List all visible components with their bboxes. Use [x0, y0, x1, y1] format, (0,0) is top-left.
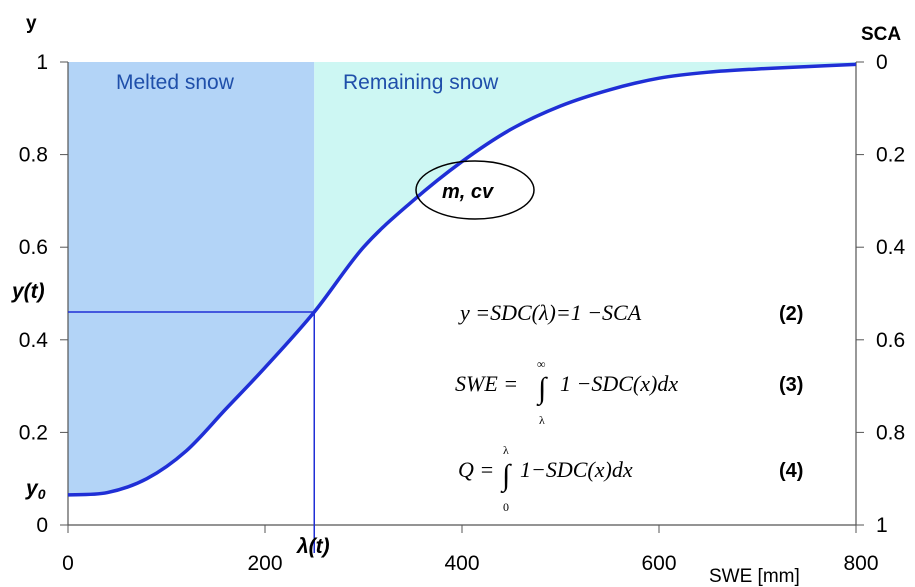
y-tick-label: 0.2 — [19, 421, 48, 444]
y2-tick-labels: 1 0.8 0.6 0.4 0.2 0 — [876, 51, 906, 537]
melted-snow-region — [68, 62, 315, 495]
integral-sign-icon: ∫ — [500, 459, 512, 494]
y-tick-label: 0.4 — [19, 329, 49, 352]
integral-sign-icon: ∫ — [536, 372, 548, 407]
equation-4-upper-limit: λ — [503, 443, 509, 457]
melted-snow-label: Melted snow — [116, 71, 235, 94]
lambda-t-label: λ(t) — [296, 535, 330, 558]
axes-frame — [60, 61, 864, 533]
y-tick-label: 0.8 — [19, 144, 48, 167]
remaining-snow-region — [314, 62, 856, 313]
x-tick-label: 200 — [247, 552, 282, 575]
y2-tick-label: 1 — [876, 514, 888, 537]
equation-3-upper-limit: ∞ — [537, 357, 546, 371]
y0-label: y0 — [25, 477, 46, 502]
sdc-curve — [67, 62, 857, 497]
equation-2: y =SDC(λ)=1 −SCA (2) — [458, 300, 803, 325]
equation-4: Q = ∫ λ 0 1−SDC(x)dx (4) — [458, 443, 803, 514]
equation-3-lhs: SWE = — [455, 371, 518, 396]
equation-3-integrand: 1 −SDC(x)dx — [560, 371, 678, 396]
x-tick-label: 600 — [641, 552, 676, 575]
y-t-label: y(t) — [11, 280, 45, 303]
equation-4-lhs: Q = — [458, 457, 494, 482]
remaining-snow-label: Remaining snow — [343, 71, 499, 94]
x-tick-label: 0 — [62, 552, 74, 575]
y2-tick-label: 0.4 — [876, 236, 906, 259]
y-tick-label: 0.6 — [19, 236, 48, 259]
x-axis-label: SWE [mm] — [709, 566, 800, 587]
y-tick-label: 0 — [36, 514, 48, 537]
y2-axis-label: SCA — [861, 24, 901, 45]
y-tick-labels: 0 0.2 0.4 0.6 0.8 1 — [19, 51, 49, 537]
equation-2-text: y =SDC(λ)=1 −SCA — [458, 300, 642, 325]
equation-4-lower-limit: 0 — [503, 500, 509, 514]
equation-3-number: (3) — [779, 374, 803, 396]
equation-3: SWE = ∫ ∞ λ 1 −SDC(x)dx (3) — [455, 357, 803, 427]
y2-tick-label: 0.2 — [876, 144, 905, 167]
parameter-ellipse — [415, 160, 535, 220]
equation-4-integrand: 1−SDC(x)dx — [520, 457, 633, 482]
x-tick-label: 400 — [444, 552, 479, 575]
y2-tick-label: 0.8 — [876, 421, 905, 444]
equation-2-number: (2) — [779, 303, 803, 325]
equation-3-lower-limit: λ — [539, 413, 545, 427]
parameter-label: m, cv — [442, 181, 495, 203]
x-tick-labels: 0 200 400 600 800 — [62, 552, 878, 575]
y2-tick-label: 0.6 — [876, 329, 905, 352]
y-tick-label: 1 — [36, 51, 48, 74]
equation-4-number: (4) — [779, 460, 803, 482]
x-tick-label: 800 — [843, 552, 878, 575]
y-axis-label: y — [26, 13, 37, 34]
y2-tick-label: 0 — [876, 51, 888, 74]
